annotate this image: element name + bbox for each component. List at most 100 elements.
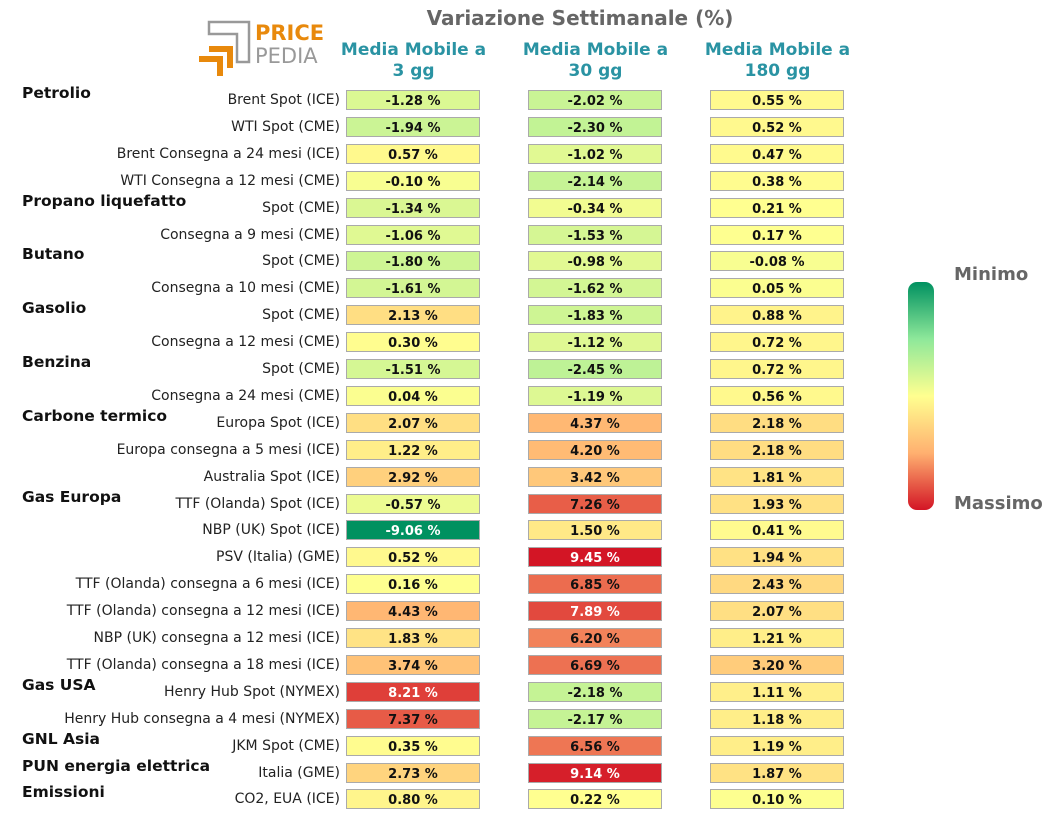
value-cell: 1.19 %	[710, 735, 844, 756]
colorbar	[908, 282, 934, 510]
row-label: Europa consegna a 5 mesi (ICE)	[116, 441, 340, 458]
row-label: Spot (CME)	[262, 199, 340, 216]
row-label: Europa Spot (ICE)	[216, 414, 340, 431]
group-label: GNL Asia	[22, 729, 100, 748]
row-label: NBP (UK) Spot (ICE)	[202, 522, 340, 539]
value-cell: -1.51 %	[346, 359, 480, 379]
row-label: WTI Consegna a 12 mesi (CME)	[120, 172, 340, 189]
group-label: Gas USA	[22, 675, 96, 694]
value-cell: 7.37 %	[346, 708, 480, 729]
value-cell: 1.87 %	[710, 762, 844, 783]
value-cell: -1.94 %	[346, 116, 480, 137]
value-cell: -0.98 %	[528, 251, 662, 272]
value-cell: 6.69 %	[528, 654, 662, 675]
column-header-2: Media Mobile a 30 gg	[522, 40, 669, 81]
value-cell: 0.21 %	[710, 197, 844, 218]
value-cell: 1.22 %	[346, 439, 480, 460]
value-cell: -1.28 %	[346, 90, 480, 110]
value-cell: 9.14 %	[528, 762, 662, 783]
row-label: Brent Consegna a 24 mesi (ICE)	[116, 145, 340, 162]
row-label: CO2, EUA (ICE)	[234, 791, 340, 808]
value-cell: 2.07 %	[710, 601, 844, 622]
value-cell: -2.18 %	[528, 681, 662, 702]
row-label: Australia Spot (ICE)	[203, 468, 340, 485]
value-cell: 0.41 %	[710, 520, 844, 541]
logo-text-price: PRICE	[255, 21, 324, 45]
value-cell: 4.20 %	[528, 439, 662, 460]
value-cell: -1.12 %	[528, 332, 662, 353]
row-label: JKM Spot (CME)	[232, 737, 340, 754]
value-cell: 0.30 %	[346, 332, 480, 353]
value-cell: -1.34 %	[346, 197, 480, 218]
value-cell: -1.53 %	[528, 224, 662, 245]
row-label: TTF (Olanda) consegna a 12 mesi (ICE)	[66, 603, 340, 620]
value-cell: -1.02 %	[528, 143, 662, 164]
row-label: Consegna a 9 mesi (CME)	[160, 226, 340, 243]
value-cell: 0.16 %	[346, 574, 480, 595]
value-cell: 0.38 %	[710, 170, 844, 191]
value-cell: -0.08 %	[710, 251, 844, 272]
group-label: Benzina	[22, 353, 92, 371]
chart-title: Variazione Settimanale (%)	[426, 6, 734, 30]
value-cell: 8.21 %	[346, 681, 480, 702]
value-cell: 0.52 %	[710, 116, 844, 137]
row-label: Consegna a 10 mesi (CME)	[151, 280, 340, 297]
row-label: Spot (CME)	[262, 307, 340, 324]
value-cell: 0.55 %	[710, 90, 844, 110]
value-cell: 2.43 %	[710, 574, 844, 595]
value-cell: 3.20 %	[710, 654, 844, 675]
value-cell: -0.10 %	[346, 170, 480, 191]
row-label: WTI Spot (CME)	[231, 118, 340, 135]
value-cell: 7.26 %	[528, 493, 662, 514]
value-cell: -2.17 %	[528, 708, 662, 729]
value-cell: 4.43 %	[346, 601, 480, 622]
value-cell: 6.20 %	[528, 628, 662, 648]
row-label: TTF (Olanda) consegna a 18 mesi (ICE)	[66, 656, 340, 673]
value-cell: -1.80 %	[346, 251, 480, 272]
value-cell: 0.10 %	[710, 789, 844, 810]
value-cell: 0.72 %	[710, 332, 844, 353]
group-label: Petrolio	[22, 84, 91, 102]
row-label: Italia (GME)	[258, 764, 340, 781]
value-cell: 1.94 %	[710, 547, 844, 568]
value-cell: -2.02 %	[528, 90, 662, 110]
value-cell: 0.88 %	[710, 305, 844, 326]
value-cell: 1.93 %	[710, 493, 844, 514]
row-label: Spot (CME)	[262, 361, 340, 377]
value-cell: -0.57 %	[346, 493, 480, 514]
column-header-1: Media Mobile a 3 gg	[340, 40, 487, 81]
value-cell: 1.83 %	[346, 628, 480, 648]
group-label: Gasolio	[22, 299, 87, 318]
value-cell: 2.18 %	[710, 412, 844, 433]
group-label: PUN energia elettrica	[22, 756, 211, 775]
value-cell: -1.06 %	[346, 224, 480, 245]
pricepedia-logo: PRICE PEDIA	[199, 20, 324, 76]
value-cell: 0.17 %	[710, 224, 844, 245]
value-cell: 6.56 %	[528, 735, 662, 756]
legend-max-label: Massimo	[954, 493, 1043, 514]
value-cell: 0.04 %	[346, 385, 480, 406]
value-cell: 2.92 %	[346, 466, 480, 487]
value-cell: -1.19 %	[528, 385, 662, 406]
row-label: TTF (Olanda) Spot (ICE)	[175, 495, 340, 512]
value-cell: -1.61 %	[346, 278, 480, 299]
value-cell: -1.83 %	[528, 305, 662, 326]
row-label: PSV (Italia) (GME)	[216, 549, 340, 566]
value-cell: 1.21 %	[710, 628, 844, 648]
value-cell: 3.74 %	[346, 654, 480, 675]
value-cell: 6.85 %	[528, 574, 662, 595]
value-cell: 0.57 %	[346, 143, 480, 164]
group-label: Butano	[22, 245, 85, 264]
value-cell: -9.06 %	[346, 520, 480, 541]
value-cell: 2.73 %	[346, 762, 480, 783]
column-header-3: Media Mobile a 180 gg	[704, 40, 851, 81]
value-cell: 2.13 %	[346, 305, 480, 326]
value-cell: 0.22 %	[528, 789, 662, 810]
row-label: Henry Hub Spot (NYMEX)	[164, 683, 340, 700]
row-label: TTF (Olanda) consegna a 6 mesi (ICE)	[75, 576, 340, 593]
group-label: Emissioni	[22, 783, 105, 802]
value-cell: 0.05 %	[710, 278, 844, 299]
value-cell: -0.34 %	[528, 197, 662, 218]
value-cell: 9.45 %	[528, 547, 662, 568]
legend-min-label: Minimo	[954, 264, 1029, 285]
